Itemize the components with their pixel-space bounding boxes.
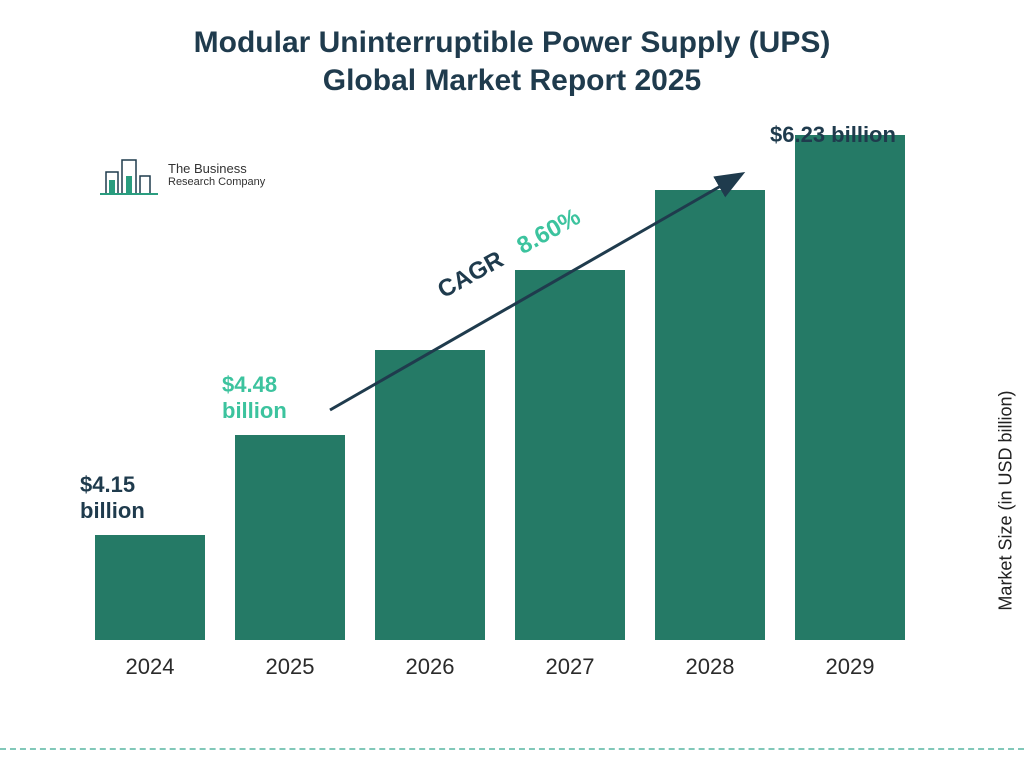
title-line-1: Modular Uninterruptible Power Supply (UP… bbox=[194, 26, 831, 59]
title-line-2: Global Market Report 2025 bbox=[323, 64, 701, 97]
bar bbox=[375, 350, 485, 640]
bottom-divider bbox=[0, 748, 1024, 750]
bar-wrap bbox=[650, 190, 770, 640]
x-axis-label: 2027 bbox=[510, 646, 630, 680]
bar bbox=[515, 270, 625, 640]
bars-container bbox=[70, 120, 930, 640]
y-axis-label: Market Size (in USD billion) bbox=[996, 391, 1017, 611]
bar bbox=[95, 535, 205, 640]
bar-wrap bbox=[230, 435, 350, 640]
value-label: $4.15billion bbox=[80, 472, 145, 525]
x-axis-label: 2029 bbox=[790, 646, 910, 680]
bar bbox=[235, 435, 345, 640]
x-axis-labels: 2024 2025 2026 2027 2028 2029 bbox=[70, 646, 930, 680]
chart-area: 2024 2025 2026 2027 2028 2029 bbox=[70, 120, 930, 680]
bar-wrap bbox=[510, 270, 630, 640]
bar bbox=[655, 190, 765, 640]
bar-wrap bbox=[790, 135, 910, 640]
value-label: $4.48billion bbox=[222, 372, 287, 425]
x-axis-label: 2028 bbox=[650, 646, 770, 680]
x-axis-label: 2025 bbox=[230, 646, 350, 680]
bar-wrap bbox=[90, 535, 210, 640]
bar-wrap bbox=[370, 350, 490, 640]
bar bbox=[795, 135, 905, 640]
chart-title: Modular Uninterruptible Power Supply (UP… bbox=[0, 0, 1024, 107]
x-axis-label: 2024 bbox=[90, 646, 210, 680]
x-axis-label: 2026 bbox=[370, 646, 490, 680]
value-label: $6.23 billion bbox=[770, 122, 896, 148]
